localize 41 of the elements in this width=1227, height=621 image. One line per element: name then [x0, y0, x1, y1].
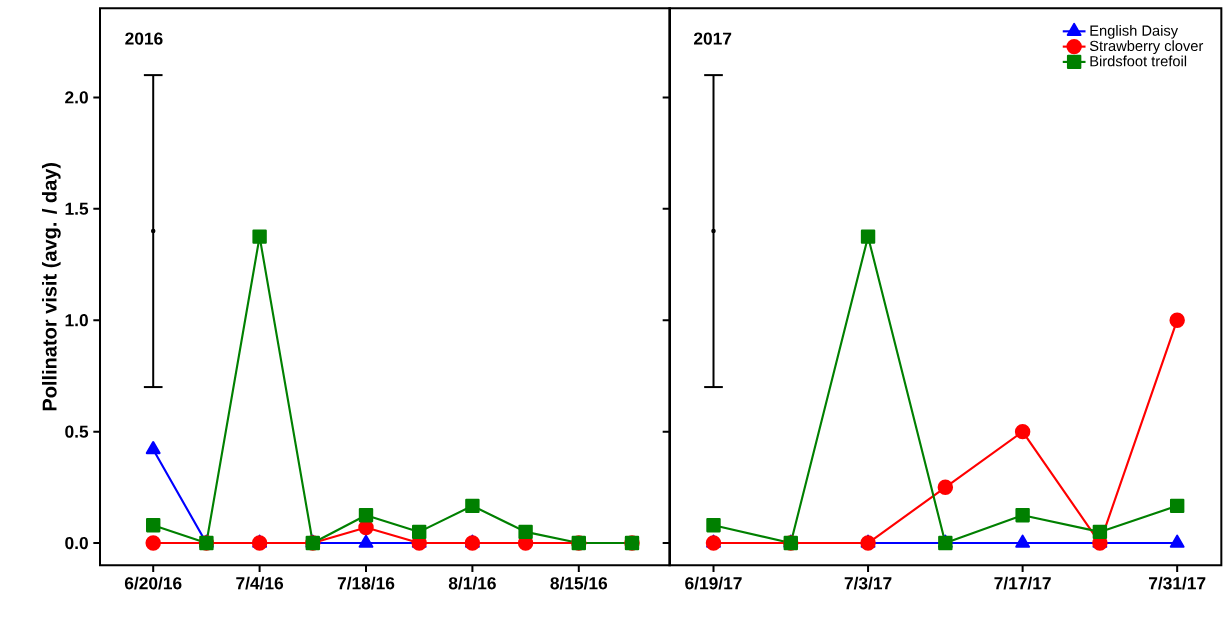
- x-tick-label: 8/15/16: [550, 576, 608, 590]
- point: [711, 228, 716, 234]
- point: [937, 479, 954, 495]
- y-axis-title: Pollinator visit (avg. / day): [41, 162, 61, 411]
- point: [1015, 507, 1030, 523]
- y-tick-label: 1.0: [65, 313, 88, 327]
- point: [150, 228, 156, 234]
- x-tick-label: 7/4/16: [236, 576, 284, 590]
- point: [145, 535, 161, 551]
- annotation: 2017: [693, 32, 732, 45]
- point: [706, 517, 721, 533]
- x-tick-label: 8/1/16: [448, 576, 496, 590]
- x-tick-label: 7/17/17: [994, 576, 1051, 590]
- point: [1014, 423, 1031, 440]
- point: [1015, 534, 1031, 548]
- x-tick-label: 6/20/16: [124, 576, 182, 590]
- point: [465, 498, 480, 513]
- x-tick-label: 7/18/16: [337, 576, 395, 590]
- x-tick-label: 7/3/17: [844, 576, 892, 590]
- y-tick-label: 0.0: [65, 536, 88, 550]
- point: [1092, 524, 1108, 539]
- x-tick-label: 7/31/17: [1149, 576, 1206, 590]
- point: [145, 440, 161, 455]
- x-tick-label: 6/19/17: [685, 576, 742, 590]
- y-tick-label: 2.0: [65, 91, 88, 104]
- point: [412, 524, 427, 539]
- y-tick-label: 1.5: [65, 202, 89, 215]
- legend-label: Strawberry clover: [1089, 40, 1204, 54]
- point: [1169, 534, 1185, 548]
- point: [358, 534, 374, 548]
- point: [518, 524, 533, 539]
- point: [358, 507, 374, 523]
- point: [252, 229, 267, 244]
- legend-label: English Daisy: [1090, 24, 1179, 39]
- point: [1169, 498, 1185, 513]
- annotation: 2016: [125, 32, 163, 45]
- point: [146, 517, 161, 533]
- y-tick-label: 0.5: [65, 425, 89, 438]
- point: [1169, 312, 1185, 328]
- legend-label: Birdsfoot trefoil: [1090, 55, 1187, 67]
- point: [860, 229, 876, 244]
